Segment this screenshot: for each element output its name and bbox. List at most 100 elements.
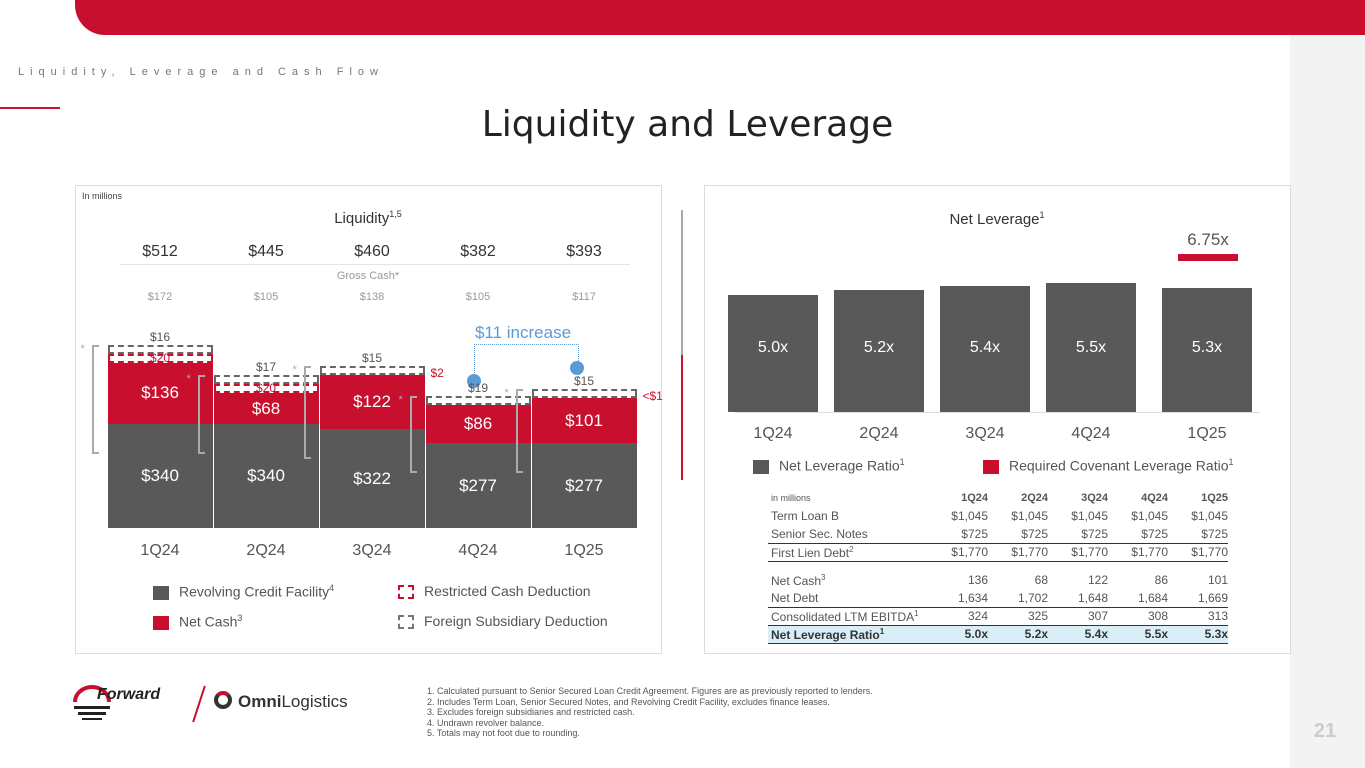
asterisk: *: [186, 373, 191, 386]
foreign-subsidiary-box: [425, 395, 531, 405]
legend-sup: 3: [237, 613, 243, 623]
cell: 68: [1034, 573, 1048, 587]
forward-logo: [72, 684, 112, 724]
gross-cash-value: $105: [253, 291, 279, 303]
title-sup: 1: [1039, 210, 1045, 220]
cell: 1,648: [1077, 590, 1108, 605]
cell: 1,702: [1017, 590, 1048, 605]
row-label: Consolidated LTM EBITDA1: [771, 608, 919, 624]
bar-net-leverage: 5.0x: [728, 295, 818, 412]
gross-cash-value: $172: [147, 291, 173, 303]
bar-label: $277: [565, 475, 603, 495]
bar-label: $340: [247, 465, 285, 485]
bracket: [409, 395, 417, 474]
x-tick-label: 1Q25: [564, 542, 604, 559]
cell: 5.3x: [1204, 627, 1228, 641]
legend-item-net-cash: Net Cash3: [153, 613, 242, 630]
legend-label: Restricted Cash Deduction: [424, 583, 591, 599]
divider: [681, 210, 683, 480]
cell: $725: [1021, 526, 1048, 541]
x-tick-label: 1Q24: [140, 542, 180, 559]
accent-line: [0, 107, 60, 109]
bar-net-leverage: 5.5x: [1046, 283, 1136, 412]
legend-swatch: [153, 585, 169, 600]
cell: $1,770: [1131, 545, 1168, 559]
legend-item-revolver: Revolving Credit Facility4: [153, 583, 334, 600]
cell: $1,770: [1191, 545, 1228, 559]
footnotes: 1. Calculated pursuant to Senior Secured…: [427, 686, 873, 739]
legend-item-restricted: Restricted Cash Deduction: [398, 583, 591, 600]
legend-swatch: [983, 459, 999, 474]
increase-annotation: $11 increase: [474, 323, 572, 342]
leverage-table: in millions 1Q24 2Q24 3Q24 4Q24 1Q25 Term Loan…: [768, 489, 1228, 644]
bar-revolver: $340: [213, 423, 319, 528]
bar-label: $340: [141, 465, 179, 485]
page-number: 21: [1313, 720, 1337, 742]
cell: 136: [967, 573, 988, 587]
table-row: Consolidated LTM EBITDA1 324 325 307 308 313: [768, 607, 1228, 625]
bracket: [303, 365, 311, 460]
cell: 5.4x: [1084, 627, 1108, 641]
x-tick-label: 1Q25: [1187, 425, 1227, 442]
bar-net-cash: $86: [425, 404, 531, 444]
logo-separator: [192, 685, 206, 723]
legend-item-covenant: Required Covenant Leverage Ratio1: [983, 457, 1234, 474]
leverage-panel: [704, 185, 1291, 654]
liquidity-total: $382: [460, 243, 496, 260]
bar-net-leverage: 5.3x: [1162, 287, 1252, 412]
x-axis: [735, 412, 1260, 413]
bar-net-cash: $136: [107, 362, 213, 424]
asterisk: *: [292, 363, 297, 376]
omni-wordmark: OmniLogistics: [238, 692, 348, 712]
legend-label: Required Covenant Leverage Ratio: [1009, 457, 1229, 474]
legend-item-foreign: Foreign Subsidiary Deduction: [398, 613, 608, 630]
x-tick-label: 2Q24: [246, 542, 286, 559]
bar-label: $68: [251, 398, 281, 418]
legend-label: Foreign Subsidiary Deduction: [424, 613, 608, 629]
bar-label: $122: [353, 392, 391, 411]
x-tick-label: 3Q24: [352, 542, 392, 559]
table-row: Net Debt 1,634 1,702 1,648 1,684 1,669: [768, 589, 1228, 607]
section-subtitle: Liquidity, Leverage and Cash Flow: [18, 66, 384, 78]
foreign-subsidiary-label: $16: [149, 329, 171, 344]
table-row: Term Loan B $1,045 $1,045 $1,045 $1,045 $1,04…: [768, 507, 1228, 525]
cell: $725: [961, 526, 988, 541]
title-sup: 1,5: [389, 209, 402, 219]
table-row: Net Leverage Ratio1 5.0x 5.2x 5.4x 5.5x 5.3x: [768, 625, 1228, 643]
bar-label: $86: [463, 413, 493, 433]
omni-light: Logistics: [281, 692, 348, 711]
restricted-cash-label: $2: [430, 365, 444, 380]
omni-bold: Omni: [238, 692, 282, 711]
legend-swatch: [398, 585, 414, 600]
column-header: 2Q24: [1021, 492, 1048, 504]
covenant-label: 6.75x: [1187, 230, 1229, 249]
row-label: Senior Sec. Notes: [771, 526, 868, 541]
bracket: [515, 388, 523, 474]
cell: $1,770: [951, 545, 988, 559]
legend-swatch: [153, 615, 169, 630]
legend-label: Net Cash: [179, 613, 238, 630]
column-header: 3Q24: [1081, 492, 1108, 504]
cell: 325: [1027, 609, 1048, 623]
cell: 313: [1207, 609, 1228, 623]
foreign-subsidiary-label: $17: [255, 360, 277, 375]
x-tick-label: 4Q24: [1071, 425, 1111, 442]
restricted-cash-label: $20: [255, 381, 277, 396]
cell: 1,684: [1137, 590, 1168, 605]
cell: 307: [1087, 609, 1108, 623]
column-header: 4Q24: [1141, 492, 1168, 504]
restricted-cash-box: [107, 353, 213, 363]
restricted-cash-label: $20: [149, 350, 171, 365]
footnote: 3. Excludes foreign subsidiaries and res…: [427, 707, 635, 717]
foreign-subsidiary-label: $15: [361, 350, 383, 365]
cell: 5.5x: [1144, 627, 1168, 641]
table-row: Senior Sec. Notes $725 $725 $725 $725 $725: [768, 525, 1228, 543]
bar-label: 5.0x: [757, 339, 789, 356]
liquidity-total: $512: [142, 243, 178, 260]
footnote: 5. Totals may not foot due to rounding.: [427, 728, 580, 738]
cell: $1,045: [1131, 509, 1168, 523]
bar-label: $136: [141, 383, 179, 403]
bar-revolver: $340: [107, 423, 213, 528]
bar-net-cash: $122: [319, 374, 425, 430]
bracket: [197, 375, 205, 454]
